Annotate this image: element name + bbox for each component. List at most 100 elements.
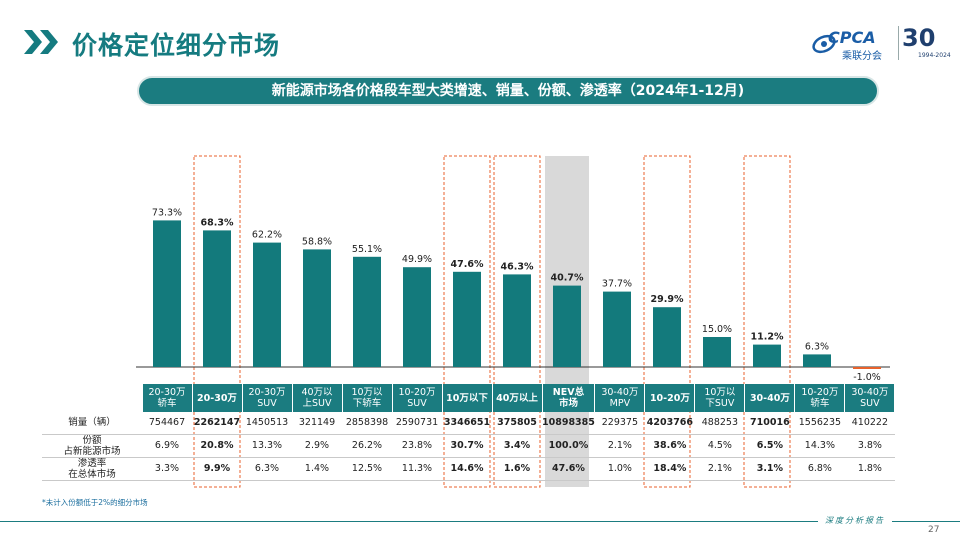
cpca-swirl-icon	[812, 34, 836, 54]
anniversary-years: 1994-2024	[918, 52, 951, 59]
bar	[403, 267, 431, 367]
table-cell: 2.9%	[292, 434, 342, 458]
category-label: 10-20万	[644, 384, 696, 412]
category-label: 30-40万 SUV	[844, 384, 896, 412]
footnote: *未计入份额低于2%的细分市场	[42, 498, 148, 507]
table-cell: 2.1%	[694, 457, 745, 481]
table-cell: 1.6%	[492, 457, 542, 481]
table-cell: 2.1%	[594, 434, 645, 458]
table-cell: 1.8%	[844, 457, 895, 481]
chart-title-banner: 新能源市场各价格段车型大类增速、销量、份额、渗透率（2024年1-12月)	[137, 76, 879, 106]
data-label: 11.2%	[751, 332, 784, 343]
data-label: -1.0%	[853, 372, 881, 383]
table-cell: 3.3%	[142, 457, 192, 481]
table-cell: 229375	[594, 412, 645, 435]
bar	[653, 307, 681, 367]
table-row: 份额 占新能源市场 6.9% 20.8% 13.3% 2.9% 26.2% 23.8% 30.…	[42, 434, 895, 458]
category-label: 20-30万 SUV	[242, 384, 293, 412]
bar	[353, 256, 381, 367]
table-cell: 23.8%	[392, 434, 442, 458]
bar	[803, 354, 831, 367]
table-cell: 11.3%	[392, 457, 442, 481]
chart-title: 新能源市场各价格段车型大类增速、销量、份额、渗透率（2024年1-12月)	[271, 83, 745, 99]
category-label: 10万以 下轿车	[342, 384, 393, 412]
table-cell: 6.5%	[744, 434, 795, 458]
table-cell: 410222	[844, 412, 895, 435]
category-label: 10-20万 SUV	[392, 384, 443, 412]
bar	[853, 367, 881, 369]
table-cell: 10898385	[542, 412, 595, 435]
table-cell: 3.1%	[744, 457, 795, 481]
table-cell: 13.3%	[242, 434, 292, 458]
bar	[603, 291, 631, 367]
category-label: 10万以 下SUV	[694, 384, 746, 412]
highlight-box	[443, 155, 491, 488]
page-title: 价格定位细分市场	[72, 31, 281, 60]
data-label: 68.3%	[201, 217, 234, 228]
cpca-logo: CPCA 乘联分会	[812, 28, 898, 62]
data-label: 15.0%	[702, 324, 732, 335]
highlight-box	[493, 155, 541, 488]
chevron-arrows-icon	[24, 30, 58, 54]
table-cell: 38.6%	[644, 434, 695, 458]
data-table: 20-30万 轿车 20-30万 20-30万 SUV 40万以 上SUV 10万以 下…	[42, 384, 896, 481]
bar	[303, 249, 331, 367]
table-cell: 1556235	[794, 412, 845, 435]
table-cell: 1.4%	[292, 457, 342, 481]
data-label: 47.6%	[451, 259, 484, 270]
category-label: 40万以上	[492, 384, 543, 412]
table-cell: 30.7%	[442, 434, 492, 458]
bar	[553, 285, 581, 367]
table-cell: 2262147	[192, 412, 242, 435]
anniversary-logo: 30	[902, 24, 936, 52]
category-label: 10万以下	[442, 384, 493, 412]
table-row: 渗透率 在总体市场 3.3% 9.9% 6.3% 1.4% 12.5% 11.3% 14.6%…	[42, 457, 895, 481]
logo-text: CPCA	[828, 28, 876, 47]
table-cell: 2590731	[392, 412, 442, 435]
footer-line	[0, 521, 960, 522]
table-cell: 6.9%	[142, 434, 192, 458]
data-label: 73.3%	[152, 207, 182, 218]
category-label: 20-30万 轿车	[142, 384, 193, 412]
category-label: 30-40万 MPV	[594, 384, 646, 412]
table-cell: 2858398	[342, 412, 392, 435]
data-label: 37.7%	[602, 279, 632, 290]
data-label: 46.3%	[501, 261, 534, 272]
bar	[153, 220, 181, 367]
bar	[253, 242, 281, 367]
table-cell: 321149	[292, 412, 342, 435]
table-cell: 754467	[142, 412, 192, 435]
bar	[453, 271, 481, 367]
table-cell: 14.6%	[442, 457, 492, 481]
page-number: 27	[928, 525, 940, 535]
logo-divider	[898, 26, 899, 60]
bar	[753, 344, 781, 367]
logo-subtitle: 乘联分会	[842, 51, 882, 62]
category-label: 40万以 上SUV	[292, 384, 343, 412]
page-header: 价格定位细分市场 CPCA 乘联分会 30 1994-2024	[0, 0, 960, 78]
table-cell: 18.4%	[644, 457, 695, 481]
data-label: 6.3%	[805, 341, 829, 352]
table-cell: 4.5%	[694, 434, 745, 458]
table-cell: 20.8%	[192, 434, 242, 458]
table-cell: 100.0%	[542, 434, 595, 458]
table-cell: 3346651	[442, 412, 492, 435]
row-label: 渗透率 在总体市场	[42, 457, 142, 481]
table-row: 销量（辆） 754467 2262147 1450513 321149 2858398 25…	[42, 412, 895, 435]
bar	[703, 337, 731, 367]
table-cell: 1450513	[242, 412, 292, 435]
table-cell: 12.5%	[342, 457, 392, 481]
category-label: 30-40万	[744, 384, 796, 412]
table-cell: 9.9%	[192, 457, 242, 481]
table-cell: 3.8%	[844, 434, 895, 458]
highlight-box	[193, 155, 241, 488]
data-label: 40.7%	[551, 273, 584, 284]
category-label: 20-30万	[192, 384, 243, 412]
table-cell: 710016	[744, 412, 795, 435]
table-corner	[42, 384, 143, 412]
footer-tag: 深度分析报告	[818, 513, 892, 528]
row-label: 销量（辆）	[42, 412, 142, 435]
table-cell: 47.6%	[542, 457, 595, 481]
data-label: 62.2%	[252, 230, 282, 241]
